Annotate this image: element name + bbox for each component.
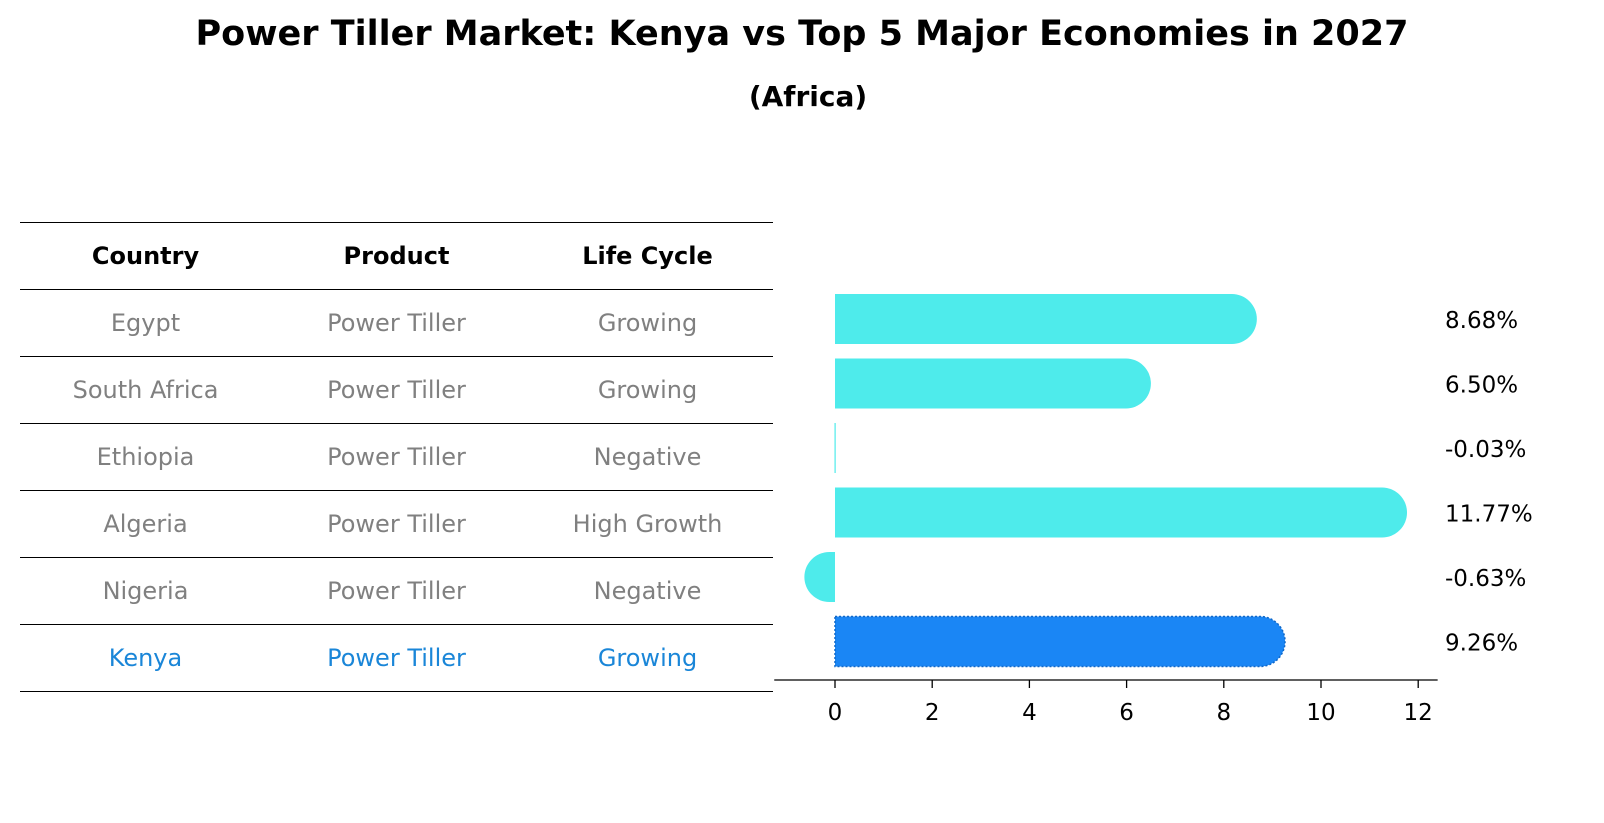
table-row: Egypt Power Tiller Growing: [20, 289, 773, 357]
x-tick-label: 8: [1216, 700, 1231, 726]
value-label-egypt: 8.68%: [1445, 308, 1518, 334]
x-tick-label: 12: [1404, 700, 1433, 726]
table-row: Nigeria Power Tiller Negative: [20, 557, 773, 625]
cell-life-cycle: Negative: [522, 423, 773, 491]
table-row-highlight: Kenya Power Tiller Growing: [20, 624, 773, 692]
cell-product: Power Tiller: [271, 423, 522, 491]
header-life-cycle: Life Cycle: [522, 222, 773, 290]
cell-country: Egypt: [20, 289, 271, 357]
cell-product: Power Tiller: [271, 490, 522, 558]
value-label-south-africa: 6.50%: [1445, 373, 1518, 399]
cell-life-cycle: Growing: [522, 289, 773, 357]
cell-life-cycle: Growing: [522, 356, 773, 424]
cell-product: Power Tiller: [271, 624, 522, 692]
cell-country: South Africa: [20, 356, 271, 424]
cell-product: Power Tiller: [271, 557, 522, 625]
x-tick-label: 0: [828, 700, 843, 726]
table-row: Ethiopia Power Tiller Negative: [20, 423, 773, 491]
value-label-ethiopia: -0.03%: [1445, 437, 1526, 463]
bar-egypt: [835, 294, 1257, 344]
cell-country: Nigeria: [20, 557, 271, 625]
bar-nigeria: [804, 552, 835, 602]
table-row: South Africa Power Tiller Growing: [20, 356, 773, 424]
value-label-algeria: 11.77%: [1445, 502, 1533, 528]
bar-kenya: [834, 615, 1286, 668]
chart-subtitle: (Africa): [748, 80, 868, 113]
bar-algeria: [835, 487, 1408, 538]
cell-country: Algeria: [20, 490, 271, 558]
x-tick-label: 6: [1119, 700, 1134, 726]
cell-life-cycle: Growing: [522, 624, 773, 692]
value-label-nigeria: -0.63%: [1445, 566, 1526, 592]
table-row: Algeria Power Tiller High Growth: [20, 490, 773, 558]
growth-bar-chart: 8.68% 6.50% -0.03% 11.77% -0.63% 9.26% 0 2 4 6 8 10…: [774, 294, 1533, 726]
chart-title: Power Tiller Market: Kenya vs Top 5 Majo…: [195, 14, 1409, 54]
header-product: Product: [271, 222, 522, 290]
cell-product: Power Tiller: [271, 356, 522, 424]
x-tick-label: 10: [1306, 700, 1335, 726]
cell-product: Power Tiller: [271, 289, 522, 357]
bar-ethiopia: [834, 423, 836, 473]
country-table: Country Product Life Cycle Egypt Power T…: [20, 222, 773, 692]
value-label-kenya: 9.26%: [1445, 631, 1518, 657]
cell-life-cycle: High Growth: [522, 490, 773, 558]
cell-country: Ethiopia: [20, 423, 271, 491]
x-tick-label: 4: [1022, 700, 1037, 726]
header-country: Country: [20, 222, 271, 290]
cell-life-cycle: Negative: [522, 557, 773, 625]
bar-south-africa: [835, 358, 1151, 409]
cell-country: Kenya: [20, 624, 271, 692]
x-tick-label: 2: [925, 700, 940, 726]
table-header-row: Country Product Life Cycle: [20, 222, 773, 290]
